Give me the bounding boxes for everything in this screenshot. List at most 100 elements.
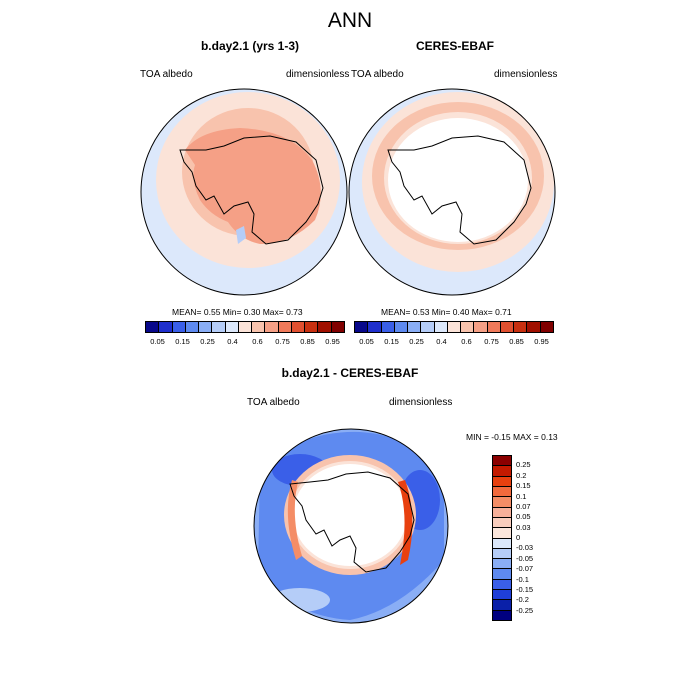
figure-title: ANN [327, 9, 373, 32]
colorbar-swatch [493, 476, 511, 487]
model-polar-map [140, 88, 348, 296]
diff-colorbar: 0.25 0.2 0.15 0.1 0.07 0.05 0.03 0 -0.03 -0.05 -0.… [492, 455, 546, 621]
colorbar-swatch [305, 322, 319, 332]
colorbar-swatch [355, 322, 369, 332]
model-stats: MEAN= 0.55 Min= 0.30 Max= 0.73 [172, 307, 303, 317]
colorbar-tick-label: 0.2 [516, 470, 527, 480]
colorbar-tick-label: 0.4 [227, 337, 238, 346]
colorbar-swatch [493, 507, 511, 518]
colorbar-swatch [318, 322, 332, 332]
colorbar-tick-label: 0.25 [516, 460, 531, 470]
colorbar-swatch [225, 322, 239, 332]
colorbar-swatch [487, 322, 501, 332]
colorbar-tick-label: 0.75 [484, 337, 499, 346]
colorbar-swatch [493, 497, 511, 508]
colorbar-tick-label: -0.07 [516, 564, 534, 574]
colorbar-swatch [172, 322, 186, 332]
obs-stats: MEAN= 0.53 Min= 0.40 Max= 0.71 [381, 307, 512, 317]
colorbar-tick-label: 0.75 [275, 337, 290, 346]
colorbar-swatch [394, 322, 409, 332]
colorbar-swatch [493, 456, 511, 467]
diff-polar-map [253, 428, 449, 624]
colorbar-swatch [493, 466, 511, 477]
colorbar-swatch [527, 322, 541, 332]
colorbar-swatch [252, 322, 266, 332]
colorbar-swatch [278, 322, 292, 332]
colorbar-tick-label: 0.05 [359, 337, 374, 346]
colorbar-swatch [493, 600, 511, 611]
diff-colorbar-ticks: 0.25 0.2 0.15 0.1 0.07 0.05 0.03 0 -0.03 -0.05 -0.… [516, 455, 546, 621]
colorbar-swatch [493, 590, 511, 601]
colorbar-swatch [514, 322, 528, 332]
colorbar-swatch [447, 322, 462, 332]
colorbar-swatch [493, 528, 511, 539]
colorbar-tick-label: -0.03 [516, 543, 534, 553]
colorbar-swatch [159, 322, 173, 332]
colorbar-swatch [493, 486, 511, 498]
colorbar-swatch [493, 517, 511, 529]
colorbar-tick-label: 0.03 [516, 522, 531, 532]
colorbar-tick-spacer [516, 615, 546, 625]
obs-polar-map [348, 88, 556, 296]
obs-colorbar-swatches [354, 321, 554, 333]
colorbar-swatch [238, 322, 253, 332]
colorbar-tick-label: -0.25 [516, 605, 534, 615]
diff-variable-label: TOA albedo [247, 397, 300, 408]
colorbar-tick-label: 0.85 [509, 337, 524, 346]
colorbar-tick-label: 0.95 [534, 337, 549, 346]
obs-variable-label: TOA albedo [351, 69, 404, 80]
colorbar-swatch [421, 322, 435, 332]
colorbar-tick-label: 0.6 [252, 337, 263, 346]
colorbar-tick-label: 0.05 [516, 512, 531, 522]
colorbar-tick-label: -0.15 [516, 584, 534, 594]
model-panel-title: b.day2.1 (yrs 1-3) [200, 39, 300, 53]
colorbar-swatch [368, 322, 382, 332]
obs-colorbar-ticks: 0.05 0.15 0.25 0.4 0.6 0.75 0.85 0.95 [354, 337, 554, 346]
colorbar-tick-label: -0.05 [516, 553, 534, 563]
colorbar-tick-label: 0.25 [200, 337, 215, 346]
colorbar-swatch [493, 538, 511, 549]
colorbar-tick-label: 0.4 [436, 337, 447, 346]
obs-panel-title: CERES-EBAF [415, 39, 494, 53]
colorbar-tick-label: 0.1 [516, 491, 527, 501]
diff-stats: MIN = -0.15 MAX = 0.13 [466, 432, 558, 442]
colorbar-swatch [500, 322, 515, 332]
colorbar-swatch [540, 322, 553, 332]
model-colorbar-swatches [145, 321, 345, 333]
colorbar-tick-label: 0.85 [300, 337, 315, 346]
obs-colorbar: 0.05 0.15 0.25 0.4 0.6 0.75 0.85 0.95 [354, 321, 554, 346]
diff-units-label: dimensionless [389, 397, 453, 408]
colorbar-swatch [265, 322, 279, 332]
colorbar-swatch [461, 322, 475, 332]
colorbar-tick-label: 0.15 [384, 337, 399, 346]
colorbar-tick-label: 0.15 [175, 337, 190, 346]
colorbar-swatch [291, 322, 306, 332]
colorbar-swatch [185, 322, 200, 332]
colorbar-swatch [381, 322, 395, 332]
colorbar-swatch [493, 569, 511, 580]
colorbar-swatch [474, 322, 488, 332]
colorbar-tick-label: 0.07 [516, 501, 531, 511]
colorbar-tick-label: 0.95 [325, 337, 340, 346]
colorbar-swatch [493, 548, 511, 560]
colorbar-swatch [331, 322, 344, 332]
colorbar-tick-label: 0.6 [461, 337, 472, 346]
obs-units-label: dimensionless [494, 69, 558, 80]
colorbar-swatch [493, 610, 511, 620]
colorbar-swatch [408, 322, 422, 332]
colorbar-tick-label: 0.05 [150, 337, 165, 346]
colorbar-tick-label: -0.2 [516, 595, 529, 605]
colorbar-tick-label: 0.15 [516, 481, 531, 491]
model-colorbar: 0.05 0.15 0.25 0.4 0.6 0.75 0.85 0.95 [145, 321, 345, 346]
colorbar-swatch [146, 322, 160, 332]
diff-colorbar-swatches [492, 455, 512, 621]
colorbar-swatch [212, 322, 226, 332]
diff-panel-title: b.day2.1 - CERES-EBAF [281, 366, 419, 380]
model-colorbar-ticks: 0.05 0.15 0.25 0.4 0.6 0.75 0.85 0.95 [145, 337, 345, 346]
colorbar-tick-label: -0.1 [516, 574, 529, 584]
colorbar-swatch [199, 322, 213, 332]
colorbar-swatch [493, 579, 511, 591]
colorbar-tick-label: 0.25 [409, 337, 424, 346]
colorbar-swatch [434, 322, 448, 332]
